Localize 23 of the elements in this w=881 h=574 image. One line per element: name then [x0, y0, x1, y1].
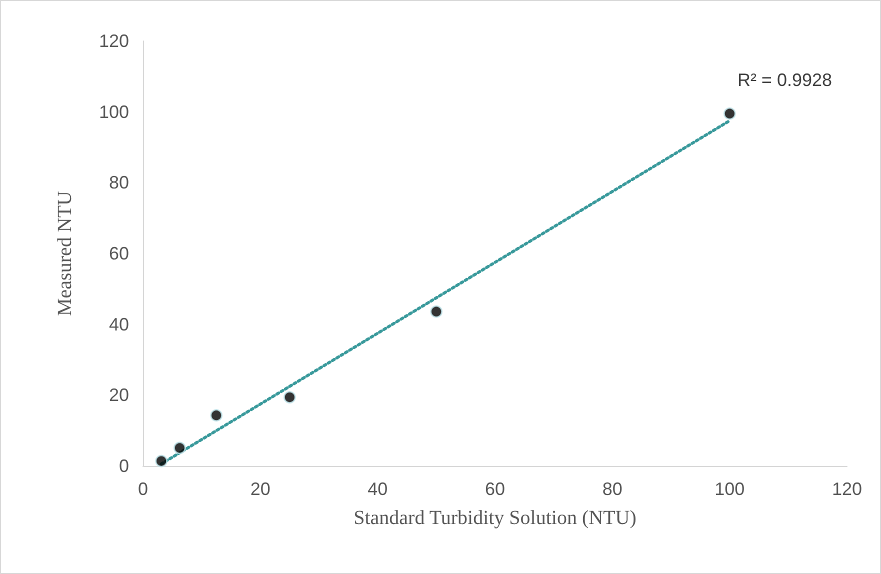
y-tick-label: 0	[118, 456, 129, 476]
y-tick-label: 60	[108, 244, 129, 264]
y-tick-label: 80	[108, 172, 129, 193]
y-tick-label: 40	[108, 314, 129, 334]
point	[430, 305, 443, 318]
x-tick-label: 100	[714, 479, 745, 499]
point	[155, 454, 168, 468]
point	[723, 107, 736, 120]
y-tick-label: 20	[108, 385, 129, 406]
x-tick-label: 120	[832, 479, 862, 499]
annotation: R² = 0.9928	[737, 70, 832, 90]
point	[173, 442, 186, 454]
x-tick-label: 0	[138, 479, 148, 499]
x-tick-label: 80	[602, 479, 622, 499]
x-tick-label: 40	[368, 479, 388, 499]
x-axis-title: Standard Turbidity Solution (NTU)	[354, 507, 636, 529]
point	[210, 409, 223, 422]
y-tick-label: 120	[98, 31, 129, 51]
y-axis-title: Measured NTU	[54, 190, 76, 316]
point	[283, 391, 296, 404]
y-tick-label: 100	[98, 102, 129, 122]
x-tick-label: 20	[250, 479, 270, 499]
x-tick-label: 60	[484, 479, 506, 499]
